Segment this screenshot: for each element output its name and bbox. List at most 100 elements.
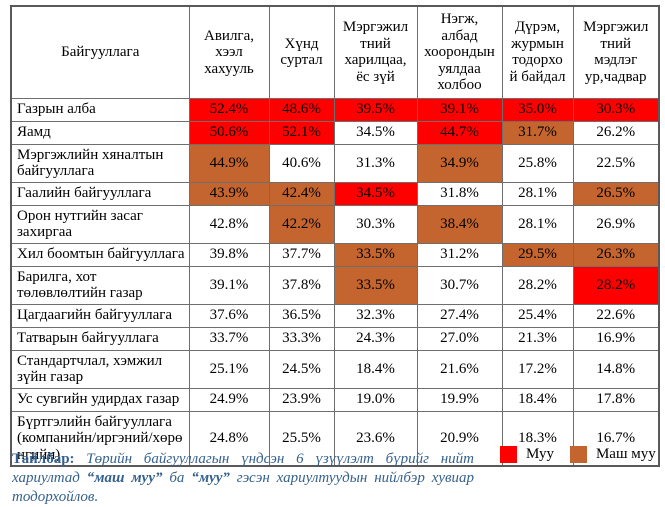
legend: Муу Маш муу: [500, 446, 656, 463]
footnote: Тайлбар: Төрийн байгууллагын үндсэн 6 үз…: [12, 450, 474, 507]
value-cell: 32.3%: [333, 303, 418, 328]
column-header-skills: Мэргэжил тний мэдлэг ур,чадвар: [572, 5, 660, 99]
footnote-label: Тайлбар:: [12, 451, 75, 467]
table-row: Орон нутгийн засаг захиргаа 42.8% 42.2% …: [10, 204, 660, 244]
value-cell: 39.1%: [416, 97, 503, 122]
value-cell: 38.4%: [416, 204, 503, 244]
value-cell: 21.3%: [501, 326, 574, 351]
org-cell: Мэргэжлийн хяналтын байгууллага: [10, 143, 190, 183]
footnote-text-1: Төрийн байгууллагын үндсэн 6 үзүүлэлт бү…: [12, 451, 474, 487]
value-cell: 26.9%: [572, 204, 660, 244]
footnote-bad-term: “муу”: [191, 470, 230, 487]
column-header-organization: Байгууллага: [10, 5, 190, 99]
value-cell: 37.7%: [268, 242, 335, 267]
value-cell: 34.9%: [416, 143, 503, 183]
org-cell: Татварын байгууллага: [10, 326, 190, 351]
value-cell: 31.7%: [501, 120, 574, 145]
org-cell: Орон нутгийн засаг захиргаа: [10, 204, 190, 244]
value-cell: 35.0%: [501, 97, 574, 122]
value-cell: 24.5%: [268, 349, 335, 389]
value-cell: 31.8%: [416, 181, 503, 206]
value-cell: 24.9%: [188, 387, 270, 412]
table-row: Стандартчлал, хэмжил зүйн газар 25.1% 24…: [10, 349, 660, 389]
value-cell: 16.9%: [572, 326, 660, 351]
table-row: Гаалийн байгууллага 43.9% 42.4% 34.5% 31…: [10, 181, 660, 206]
org-cell: Яамд: [10, 120, 190, 145]
value-cell: 52.4%: [188, 97, 270, 122]
value-cell: 39.8%: [188, 242, 270, 267]
value-cell: 31.3%: [333, 143, 418, 183]
value-cell: 26.5%: [572, 181, 660, 206]
value-cell: 28.2%: [501, 265, 574, 305]
value-cell: 30.3%: [572, 97, 660, 122]
value-cell: 52.1%: [268, 120, 335, 145]
footnote-text-3: гэсэн хариултуудын нийлбэр хувиар тодорх…: [12, 470, 475, 506]
value-cell: 44.9%: [188, 143, 270, 183]
table-row: Мэргэжлийн хяналтын байгууллага 44.9% 40…: [10, 143, 660, 183]
table-body: Газрын алба 52.4% 48.6% 39.5% 39.1% 35.0…: [10, 97, 660, 467]
value-cell: 20.9%: [416, 410, 503, 467]
value-cell: 24.3%: [333, 326, 418, 351]
ratings-table: Байгууллага Авилга, хээл хахууль Хүнд су…: [10, 5, 660, 467]
org-cell: Гаалийн байгууллага: [10, 181, 190, 206]
value-cell: 25.1%: [188, 349, 270, 389]
value-cell: 17.2%: [501, 349, 574, 389]
value-cell: 27.4%: [416, 303, 503, 328]
org-cell: Газрын алба: [10, 97, 190, 122]
value-cell: 33.5%: [333, 242, 418, 267]
value-cell: 17.8%: [572, 387, 660, 412]
value-cell: 25.8%: [501, 143, 574, 183]
value-cell: 42.2%: [268, 204, 335, 244]
value-cell: 24.8%: [188, 410, 270, 467]
value-cell: 30.7%: [416, 265, 503, 305]
value-cell: 18.3%: [501, 410, 574, 467]
value-cell: 28.1%: [501, 181, 574, 206]
value-cell: 18.4%: [501, 387, 574, 412]
column-header-coordination: Нэгж, албад хоорондын уялдаа холбоо: [416, 5, 503, 99]
value-cell: 28.2%: [572, 265, 660, 305]
value-cell: 16.7%: [572, 410, 660, 467]
value-cell: 28.1%: [501, 204, 574, 244]
legend-item-bad: Муу: [500, 446, 554, 463]
value-cell: 42.4%: [268, 181, 335, 206]
footnote-very-bad-term: “маш муу”: [86, 470, 163, 487]
value-cell: 25.4%: [501, 303, 574, 328]
table-row: Цагдаагийн байгууллага 37.6% 36.5% 32.3%…: [10, 303, 660, 328]
org-cell: Стандартчлал, хэмжил зүйн газар: [10, 349, 190, 389]
value-cell: 48.6%: [268, 97, 335, 122]
table-row: Татварын байгууллага 33.7% 33.3% 24.3% 2…: [10, 326, 660, 351]
value-cell: 37.8%: [268, 265, 335, 305]
value-cell: 39.5%: [333, 97, 418, 122]
value-cell: 22.5%: [572, 143, 660, 183]
column-header-ethics: Мэргэжил тний харилцаа, ёс зүй: [333, 5, 418, 99]
value-cell: 50.6%: [188, 120, 270, 145]
value-cell: 33.7%: [188, 326, 270, 351]
column-header-bureaucracy: Хүнд суртал: [268, 5, 335, 99]
value-cell: 25.5%: [268, 410, 335, 467]
value-cell: 30.3%: [333, 204, 418, 244]
legend-item-very-bad: Маш муу: [569, 446, 656, 463]
table-row: Яамд 50.6% 52.1% 34.5% 44.7% 31.7% 26.2%: [10, 120, 660, 145]
value-cell: 29.5%: [501, 242, 574, 267]
value-cell: 21.6%: [416, 349, 503, 389]
value-cell: 18.4%: [333, 349, 418, 389]
table-row: Ус сувгийн удирдах газар 24.9% 23.9% 19.…: [10, 387, 660, 412]
org-cell: Хил боомтын байгууллага: [10, 242, 190, 267]
table-row: Хил боомтын байгууллага 39.8% 37.7% 33.5…: [10, 242, 660, 267]
value-cell: 31.2%: [416, 242, 503, 267]
org-cell: Цагдаагийн байгууллага: [10, 303, 190, 328]
very-bad-color-swatch: [569, 446, 587, 463]
header-row: Байгууллага Авилга, хээл хахууль Хүнд су…: [10, 5, 660, 99]
value-cell: 26.3%: [572, 242, 660, 267]
value-cell: 40.6%: [268, 143, 335, 183]
table-row: Барилга, хот төлөвлөлтийн газар 39.1% 37…: [10, 265, 660, 305]
value-cell: 19.0%: [333, 387, 418, 412]
value-cell: 19.9%: [416, 387, 503, 412]
value-cell: 33.5%: [333, 265, 418, 305]
legend-label-very-bad: Маш муу: [595, 446, 656, 462]
footnote-text-2: ба: [162, 470, 192, 487]
value-cell: 39.1%: [188, 265, 270, 305]
org-cell: Ус сувгийн удирдах газар: [10, 387, 190, 412]
column-header-rules-clarity: Дүрэм, журмын тодорхо й байдал: [501, 5, 574, 99]
value-cell: 37.6%: [188, 303, 270, 328]
